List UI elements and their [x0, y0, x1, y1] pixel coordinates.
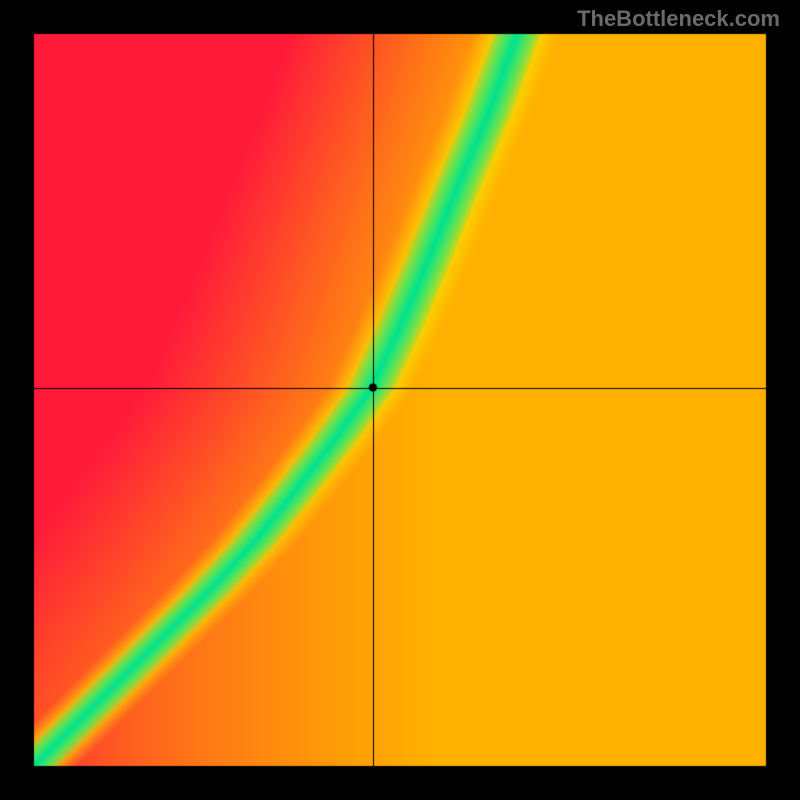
heatmap-canvas	[0, 0, 800, 800]
watermark-text: TheBottleneck.com	[577, 6, 780, 32]
chart-container: TheBottleneck.com	[0, 0, 800, 800]
